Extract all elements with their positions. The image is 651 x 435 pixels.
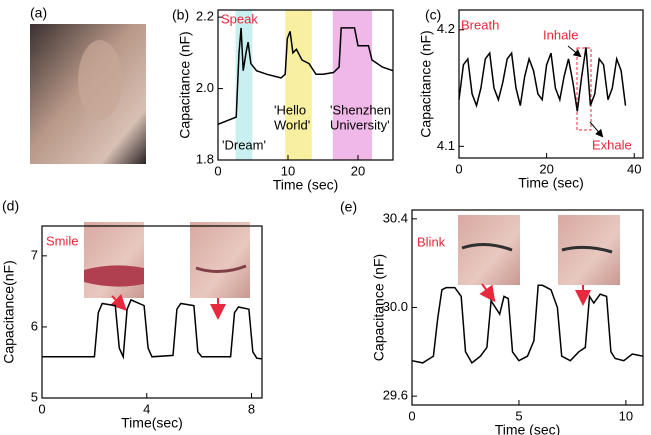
x-tick-label: 10 — [619, 408, 633, 423]
photo — [190, 222, 250, 298]
data-line — [411, 284, 644, 365]
x-axis-label: Time (sec) — [273, 177, 339, 193]
x-tick-label: 10 — [281, 163, 295, 178]
x-tick-label: 0 — [38, 401, 45, 416]
photo-detail — [78, 40, 122, 120]
y-tick-label: 7 — [31, 247, 38, 262]
plot-frame — [217, 9, 394, 161]
y-tick-label: 1.8 — [196, 151, 214, 166]
y-axis-label: Capacitance (nF) — [371, 254, 387, 361]
annotation: Smile — [46, 233, 79, 248]
y-tick-label: 2.0 — [196, 80, 214, 95]
arrow — [109, 293, 127, 311]
x-tick-label: 4 — [143, 401, 150, 416]
data-line — [217, 27, 394, 125]
y-axis-label: Capacitance (nF) — [177, 31, 193, 138]
photo-detail — [561, 245, 613, 254]
y-tick-label: 30.4 — [383, 210, 408, 225]
annotation: World' — [274, 117, 310, 132]
x-tick-label: 5 — [515, 408, 522, 423]
y-tick-label: 29.6 — [383, 388, 408, 403]
annotation: Inhale — [543, 27, 578, 42]
highlight-box — [576, 47, 592, 131]
annotation: Speak — [221, 11, 258, 26]
arrow — [589, 121, 604, 138]
x-axis-label: Time (sec) — [518, 175, 584, 191]
panel-label: (a) — [30, 5, 47, 21]
x-axis-label: Time(sec) — [121, 415, 183, 431]
x-axis-label: Time (sec) — [495, 422, 561, 435]
panel-label: (e) — [340, 199, 357, 215]
photo-detail — [195, 264, 247, 273]
data-line — [42, 298, 263, 360]
y-tick-label: 2.2 — [196, 9, 214, 24]
y-axis-label: Capacitance(nF) — [1, 260, 17, 364]
panel-label: (b) — [172, 7, 189, 23]
arrow — [479, 283, 496, 303]
y-tick-label: 4.1 — [437, 138, 455, 153]
annotation: Blink — [417, 234, 446, 249]
annotation: Breath — [461, 17, 499, 32]
x-tick-label: 20 — [539, 161, 553, 176]
y-tick-label: 4.2 — [437, 21, 455, 36]
annotation: Exhale — [592, 137, 632, 152]
x-tick-label: 0 — [408, 408, 415, 423]
highlight-span — [332, 10, 372, 160]
x-tick-label: 8 — [248, 401, 255, 416]
y-tick-label: 30.0 — [383, 299, 408, 314]
annotation: 'Shenzhen — [330, 102, 391, 117]
highlight-span — [285, 10, 312, 160]
y-tick-label: 5 — [31, 389, 38, 404]
photo-detail — [461, 243, 513, 252]
annotation: 'Dream' — [222, 137, 266, 152]
photo-detail — [84, 265, 144, 287]
y-tick-label: 6 — [31, 318, 38, 333]
y-axis-label: Capacitance (nF) — [418, 30, 434, 137]
panel-label: (d) — [2, 198, 19, 214]
panel-label: (c) — [425, 7, 441, 23]
annotation: University' — [330, 117, 390, 132]
plot-frame — [458, 9, 644, 159]
photo — [84, 222, 144, 298]
plot-frame — [41, 225, 263, 399]
x-tick-label: 0 — [214, 163, 221, 178]
annotation: 'Hello — [274, 102, 306, 117]
x-tick-label: 20 — [351, 163, 365, 178]
x-tick-label: 40 — [627, 161, 641, 176]
data-line — [458, 47, 627, 112]
arrow — [567, 45, 582, 58]
x-tick-label: 0 — [455, 161, 462, 176]
